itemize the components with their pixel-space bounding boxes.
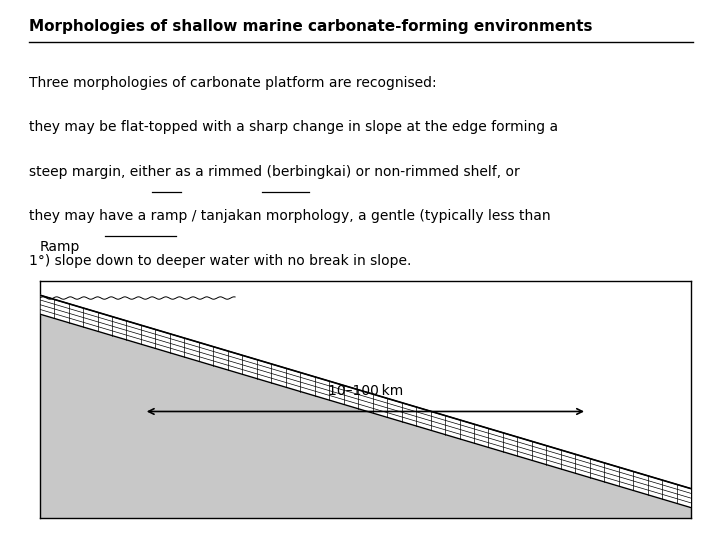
Polygon shape <box>40 295 691 518</box>
Text: 1°) slope down to deeper water with no break in slope.: 1°) slope down to deeper water with no b… <box>29 254 411 268</box>
Text: they may have a ramp / tanjakan morphology, a gentle (typically less than: they may have a ramp / tanjakan morpholo… <box>29 209 550 223</box>
Polygon shape <box>40 281 691 489</box>
Text: Three morphologies of carbonate platform are recognised:: Three morphologies of carbonate platform… <box>29 76 436 90</box>
Text: 10–100 km: 10–100 km <box>328 384 403 399</box>
Text: Ramp: Ramp <box>40 240 80 254</box>
Text: Morphologies of shallow marine carbonate-forming environments: Morphologies of shallow marine carbonate… <box>29 19 593 34</box>
Text: steep margin, either as a rimmed (berbingkai) or non-rimmed shelf, or: steep margin, either as a rimmed (berbin… <box>29 165 520 179</box>
Polygon shape <box>40 295 691 508</box>
Text: they may be flat-topped with a sharp change in slope at the edge forming a: they may be flat-topped with a sharp cha… <box>29 120 558 134</box>
